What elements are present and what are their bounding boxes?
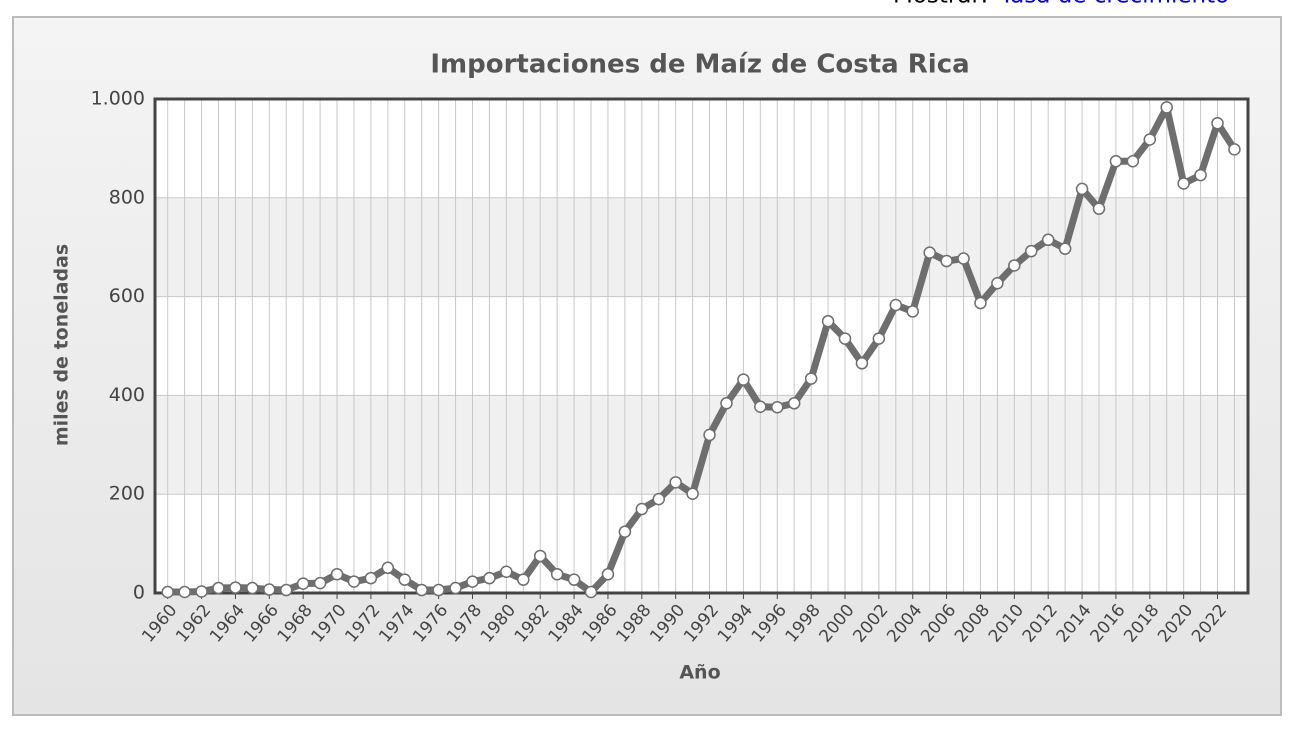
- growth-link[interactable]: Tasa de crecimiento: [999, 0, 1229, 9]
- data-point: [550, 567, 564, 581]
- data-point: [635, 502, 649, 516]
- data-point: [161, 585, 174, 599]
- data-point: [669, 476, 682, 489]
- data-point: [1075, 182, 1089, 196]
- data-point: [415, 583, 428, 597]
- data-point: [483, 571, 496, 585]
- data-point: [313, 576, 327, 590]
- data-point: [500, 565, 513, 579]
- data-point: [1143, 133, 1157, 146]
- data-point: [584, 585, 598, 599]
- data-point: [533, 549, 547, 563]
- grid-band: [155, 197, 1248, 297]
- data-point: [1160, 101, 1173, 114]
- data-point: [737, 373, 750, 386]
- data-point: [855, 357, 869, 370]
- plot-area: 02004006008001.0001960196219641966196819…: [91, 88, 1250, 647]
- y-tick-label: 600: [109, 285, 145, 307]
- data-point: [787, 397, 801, 410]
- data-point: [601, 567, 615, 581]
- data-point: [686, 487, 699, 500]
- y-tick-label: 0: [133, 582, 145, 604]
- data-point: [940, 254, 953, 268]
- data-point: [1041, 233, 1055, 247]
- y-tick-label: 1.000: [91, 88, 145, 110]
- data-point: [1177, 177, 1190, 190]
- y-tick-label: 400: [109, 384, 145, 406]
- grid-band: [155, 395, 1248, 495]
- show-label: Mostrar:: [893, 0, 988, 9]
- data-point: [771, 401, 784, 414]
- data-point: [1025, 244, 1038, 258]
- data-point: [974, 296, 987, 310]
- data-point: [229, 581, 242, 594]
- data-point: [263, 583, 276, 596]
- data-point: [195, 585, 208, 598]
- data-point: [838, 332, 852, 345]
- data-point: [923, 246, 936, 259]
- data-point: [449, 581, 462, 595]
- data-line: [167, 103, 1238, 596]
- data-point: [804, 372, 818, 385]
- y-axis-label: miles de toneladas: [51, 244, 73, 446]
- data-point: [178, 585, 191, 599]
- y-tick-label: 200: [109, 483, 145, 505]
- x-axis-label: Año: [679, 662, 720, 684]
- data-point: [1228, 143, 1241, 156]
- data-point: [1194, 168, 1207, 182]
- data-point: [432, 583, 445, 597]
- data-point: [347, 575, 361, 588]
- data-point: [279, 583, 293, 597]
- data-point: [754, 400, 767, 414]
- data-point: [567, 573, 581, 586]
- data-point: [906, 305, 919, 318]
- data-point: [821, 315, 835, 328]
- data-point: [466, 575, 479, 588]
- plot-border: [153, 97, 1250, 595]
- data-point: [872, 332, 886, 345]
- plot-background: [155, 99, 1248, 593]
- data-point: [957, 252, 970, 265]
- data-point: [517, 573, 530, 586]
- data-point: [1211, 116, 1224, 130]
- data-point: [720, 397, 733, 410]
- chart-title: Importaciones de Maíz de Costa Rica: [430, 50, 969, 80]
- data-point: [652, 492, 665, 506]
- data-point: [1092, 202, 1106, 215]
- data-point: [296, 577, 310, 590]
- data-point: [246, 581, 259, 595]
- data-point: [703, 428, 716, 442]
- data-point: [364, 571, 378, 585]
- data-point: [618, 525, 632, 538]
- data-point: [330, 567, 344, 581]
- data-point: [212, 581, 225, 595]
- data-point: [991, 277, 1004, 290]
- data-point: [1109, 154, 1123, 168]
- data-point: [381, 561, 395, 575]
- data-point: [1058, 242, 1072, 255]
- y-tick-label: 800: [109, 186, 145, 208]
- data-point: [1126, 154, 1140, 168]
- data-point: [398, 573, 412, 586]
- data-point: [1008, 259, 1021, 272]
- data-point: [889, 298, 903, 312]
